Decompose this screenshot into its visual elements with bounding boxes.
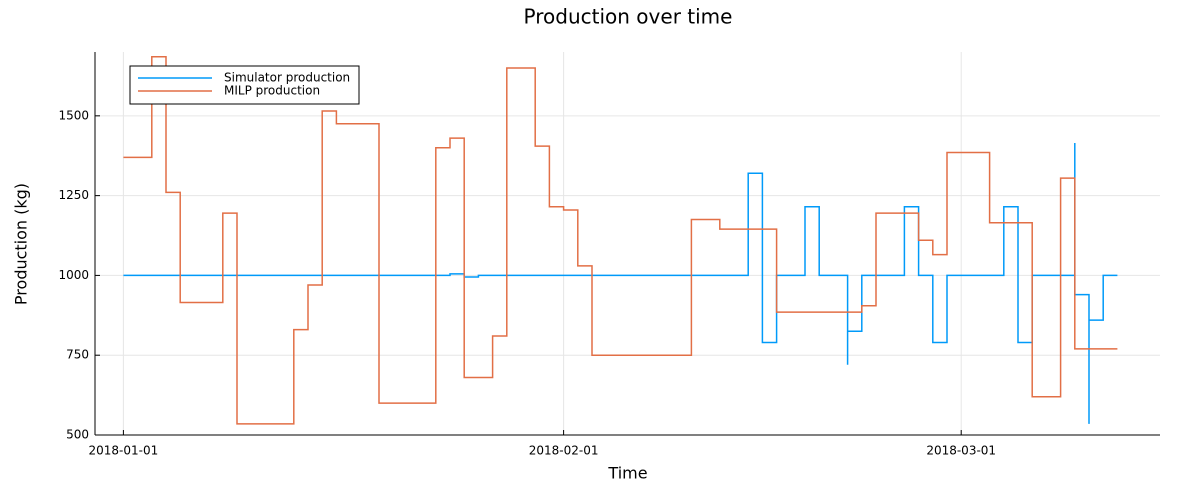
y-tick-label: 500: [66, 428, 89, 442]
legend: Simulator production MILP production: [129, 65, 360, 105]
y-ticks: 500 750 1000 1250 1500: [58, 108, 100, 442]
y-tick-label: 1000: [58, 268, 89, 282]
series-line-milp: [123, 56, 1118, 425]
chart-title: Production over time: [524, 5, 733, 29]
series-line-simulator: [123, 142, 1118, 424]
grid: [95, 52, 1160, 435]
legend-box: [129, 65, 360, 105]
x-tick-label: 2018-01-01: [89, 444, 159, 458]
axes: [94, 52, 1160, 436]
x-tick-label: 2018-02-01: [529, 444, 599, 458]
y-tick-label: 1250: [58, 188, 89, 202]
legend-label-simulator: Simulator production: [224, 71, 350, 85]
y-tick-label: 1500: [58, 108, 89, 122]
x-tick-label: 2018-03-01: [926, 444, 996, 458]
series-layer: [123, 56, 1118, 425]
y-axis-label: Production (kg): [12, 183, 31, 305]
x-ticks: 2018-01-01 2018-02-01 2018-03-01: [89, 430, 996, 458]
legend-label-milp: MILP production: [224, 84, 320, 98]
y-tick-label: 750: [66, 348, 89, 362]
x-axis-label: Time: [607, 464, 647, 483]
